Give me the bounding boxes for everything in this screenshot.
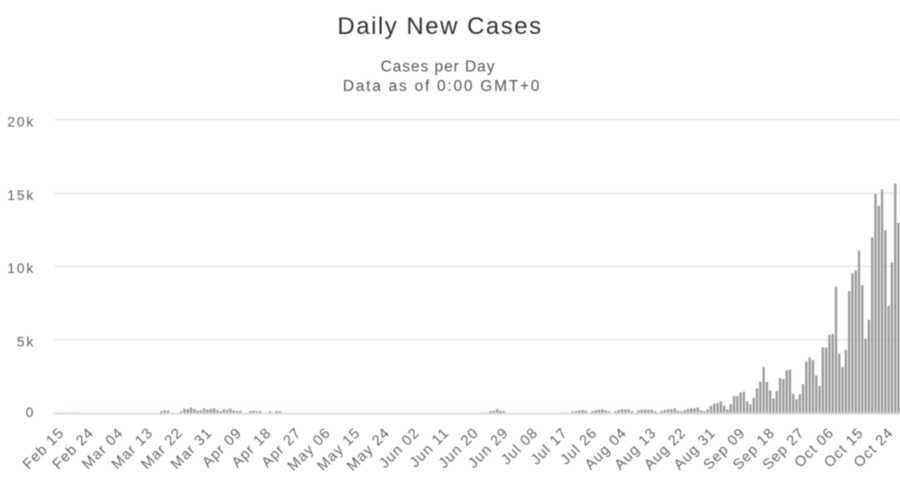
svg-text:15k: 15k (7, 187, 35, 203)
svg-text:Daily New Cases: Daily New Cases (337, 13, 542, 40)
svg-text:Cases per Day: Cases per Day (381, 59, 496, 76)
svg-text:10k: 10k (7, 260, 35, 276)
svg-text:0: 0 (26, 404, 36, 420)
svg-text:Data as of 0:00 GMT+0: Data as of 0:00 GMT+0 (343, 78, 541, 95)
svg-text:20k: 20k (7, 114, 35, 130)
svg-text:5k: 5k (17, 334, 35, 350)
